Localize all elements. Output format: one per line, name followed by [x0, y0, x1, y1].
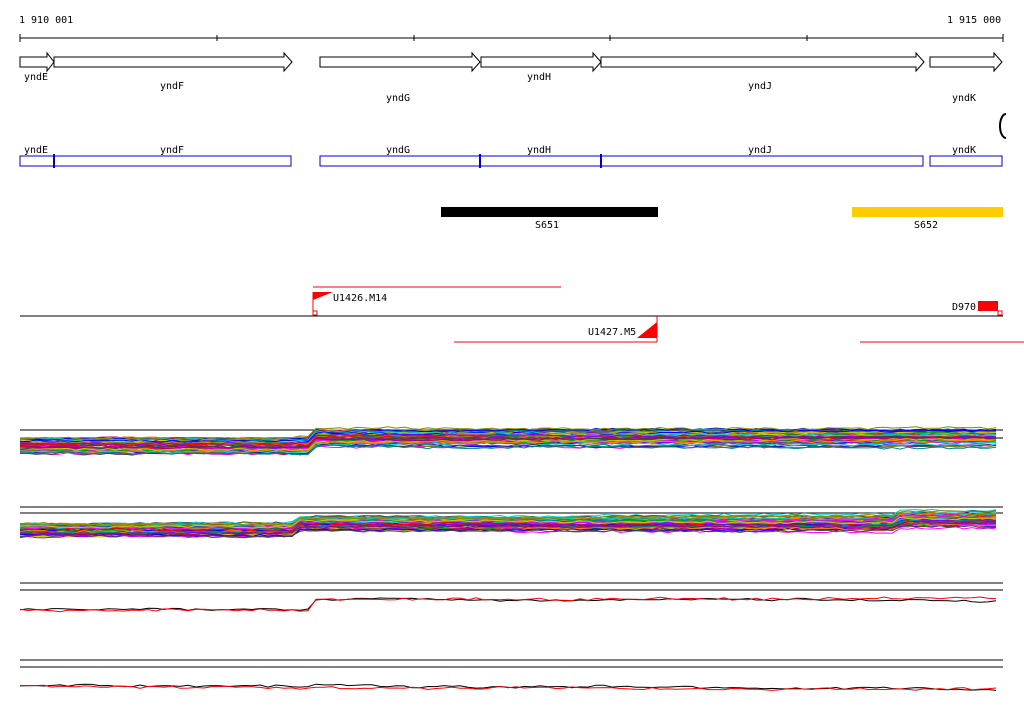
coordinate-ruler: 1 910 001 1 915 000 — [19, 15, 1004, 42]
segment-bar-S651[interactable] — [441, 207, 658, 217]
expression-trace — [19, 427, 997, 442]
cds-label-yndE: yndE — [24, 145, 48, 156]
expression-trace — [19, 597, 997, 611]
ruler-end-label: 1 915 000 — [947, 15, 1001, 26]
transcript-label-U1427.M5: U1427.M5 — [588, 327, 636, 338]
transcript-label-U1426.M14: U1426.M14 — [333, 293, 387, 304]
ruler-start-label: 1 910 001 — [19, 15, 73, 26]
expression-panel-2 — [19, 506, 1003, 539]
expression-trace — [19, 440, 997, 454]
expression-trace — [19, 511, 997, 526]
gene-label-yndG: yndG — [386, 93, 410, 104]
cds-track: yndE yndF yndG yndH yndJ yndK — [19, 145, 1003, 168]
transcript-start-marker — [312, 310, 318, 316]
gene-arrow-yndE[interactable] — [19, 51, 55, 73]
transcript-label-D970: D970 — [952, 302, 976, 313]
gene-arrow-yndF[interactable] — [53, 51, 293, 73]
segment-label-S652: S652 — [914, 220, 938, 231]
gene-arrow-yndH[interactable] — [480, 51, 602, 73]
expression-trace — [19, 514, 997, 529]
cds-label-yndH: yndH — [527, 145, 551, 156]
cds-box-yndH[interactable] — [479, 155, 602, 167]
expression-panel-3 — [19, 582, 1003, 613]
gene-label-yndH: yndH — [527, 72, 551, 83]
expression-trace — [19, 596, 997, 613]
segment-bar-S652[interactable] — [852, 207, 1003, 217]
gene-arrows-track: yndE yndF yndG yndH yndJ yndK — [19, 51, 1003, 104]
expression-trace — [19, 435, 997, 450]
cds-label-yndG: yndG — [386, 145, 410, 156]
cds-label-yndF: yndF — [160, 145, 184, 156]
transcript-start-flag-U1426.M14 — [313, 292, 333, 300]
expression-trace — [19, 524, 997, 539]
transcript-block-D970[interactable] — [978, 301, 998, 311]
strand-marker — [999, 113, 1007, 139]
gene-label-yndF: yndF — [160, 81, 184, 92]
gene-arrow-yndK[interactable] — [929, 51, 1003, 73]
expression-trace — [19, 516, 997, 529]
transcripts-track: U1426.M14 U1427.M5 D970 — [20, 286, 1024, 343]
cds-box-yndJ[interactable] — [600, 155, 924, 167]
segment-label-S651: S651 — [535, 220, 559, 231]
expression-trace — [19, 514, 997, 530]
cds-box-yndG[interactable] — [319, 155, 481, 167]
expression-trace — [19, 428, 996, 441]
expression-trace — [19, 444, 997, 456]
expression-trace — [19, 426, 997, 441]
expression-trace — [19, 684, 997, 691]
expression-panel-1 — [19, 426, 1003, 456]
transcript-end-marker — [997, 310, 1003, 316]
cds-box-yndK[interactable] — [929, 155, 1003, 167]
gene-label-yndJ: yndJ — [748, 81, 772, 92]
transcript-start-flag-U1427.M5 — [637, 322, 657, 338]
cds-box-yndF[interactable] — [53, 155, 292, 167]
segments-track: S651 S652 — [441, 207, 1003, 231]
gene-label-yndK: yndK — [952, 93, 976, 104]
expression-trace — [19, 439, 997, 454]
gene-arrow-yndJ[interactable] — [600, 51, 925, 73]
expression-trace — [19, 521, 997, 536]
expression-panel-4 — [19, 659, 1003, 691]
gene-arrow-yndG[interactable] — [319, 51, 481, 73]
cds-label-yndJ: yndJ — [748, 145, 772, 156]
gene-label-yndE: yndE — [24, 72, 48, 83]
cds-label-yndK: yndK — [952, 145, 976, 156]
cds-box-yndE[interactable] — [19, 155, 55, 167]
